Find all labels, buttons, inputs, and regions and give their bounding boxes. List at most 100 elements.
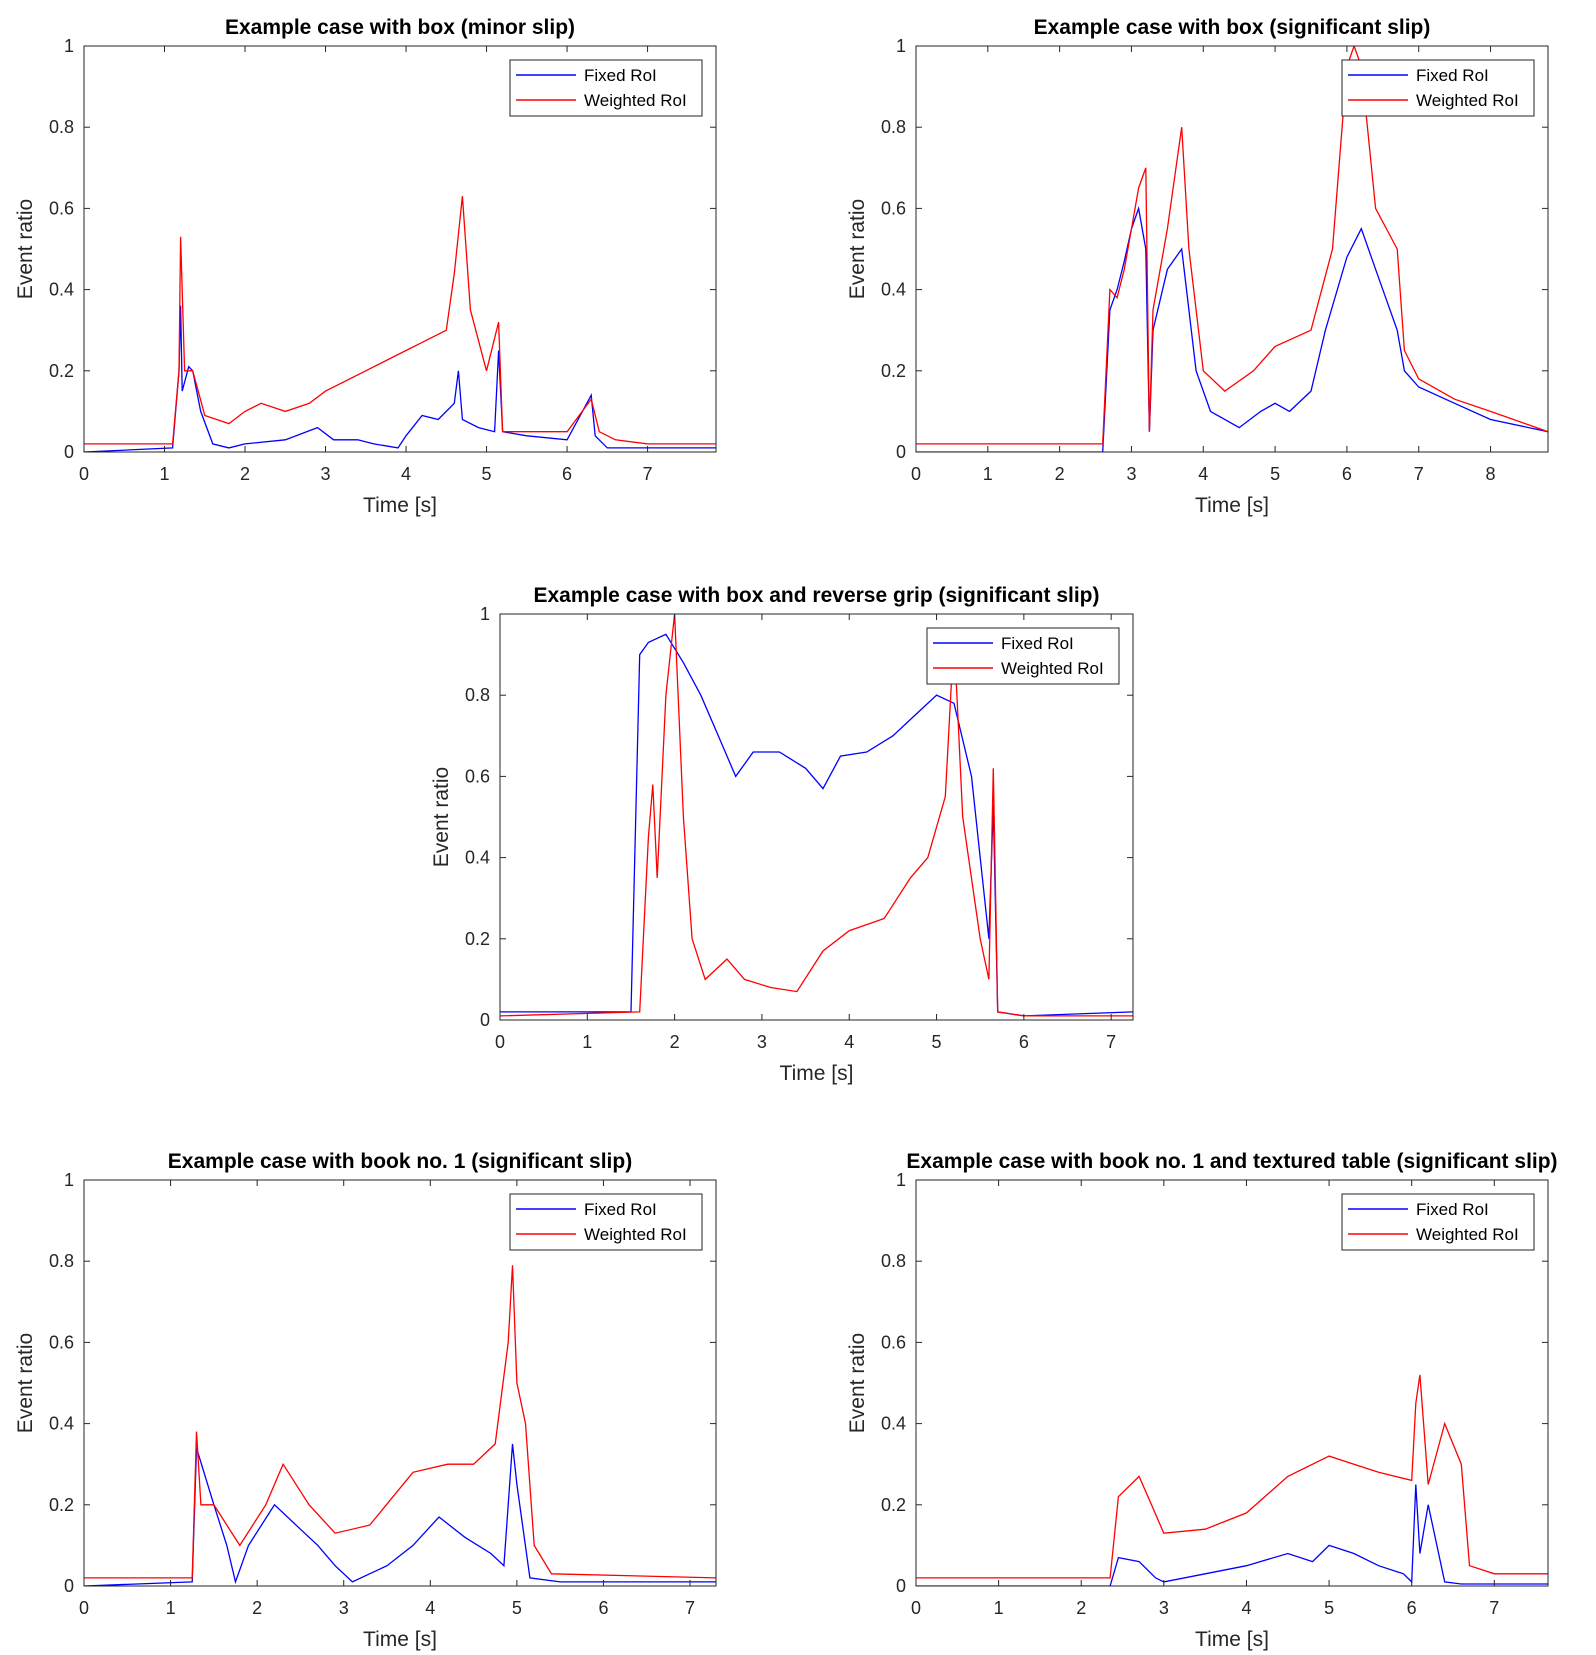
x-tick-label: 0 (911, 464, 921, 484)
x-axis-label: Time [s] (363, 494, 437, 517)
axes-box (915, 1179, 1549, 1587)
y-tick-label: 0.4 (49, 280, 74, 300)
legend: Fixed RoI Weighted RoI (509, 59, 703, 117)
x-tick-label: 5 (932, 1032, 942, 1052)
y-tick-label: 1 (896, 1170, 906, 1190)
y-tick-label: 0.4 (465, 848, 490, 868)
chart-panel-4: 0 1 2 3 4 5 6 7 0 0.2 0.4 0.6 0.8 1 Example case with … (14, 1150, 717, 1651)
x-tick-label: 1 (160, 464, 170, 484)
y-tick-label: 0.8 (49, 1251, 74, 1271)
y-tick-label: 0.6 (49, 1332, 74, 1352)
legend-box (926, 627, 1120, 685)
x-tick-label: 3 (757, 1032, 767, 1052)
y-axis-label: Event ratio (14, 1333, 37, 1433)
legend: Fixed RoI Weighted RoI (926, 627, 1120, 685)
x-tick-label: 0 (495, 1032, 505, 1052)
legend: Fixed RoI Weighted RoI (1341, 1193, 1535, 1251)
x-tick-label: 3 (1126, 464, 1136, 484)
x-tick-label: 7 (685, 1598, 695, 1618)
y-tick-label: 0 (64, 442, 74, 462)
chart-panel-1: 0 1 2 3 4 5 6 7 0 0.2 0.4 0.6 0.8 1 Example case with … (14, 16, 717, 517)
x-tick-label: 1 (166, 1598, 176, 1618)
y-tick-label: 0 (896, 1576, 906, 1596)
x-tick-label: 6 (1019, 1032, 1029, 1052)
chart-title: Example case with box and reverse grip (… (533, 584, 1099, 607)
y-tick-label: 0.2 (881, 1495, 906, 1515)
x-tick-label: 7 (643, 464, 653, 484)
legend-label: Fixed RoI (1416, 66, 1489, 85)
y-tick-label: 0.6 (49, 198, 74, 218)
x-tick-label: 5 (1270, 464, 1280, 484)
x-tick-label: 5 (1324, 1598, 1334, 1618)
x-tick-label: 2 (252, 1598, 262, 1618)
y-tick-label: 1 (64, 36, 74, 56)
y-tick-label: 0.2 (49, 1495, 74, 1515)
x-tick-label: 0 (79, 1598, 89, 1618)
axes-box (83, 45, 717, 453)
x-axis-label: Time [s] (363, 1628, 437, 1651)
y-tick-label: 0.2 (49, 361, 74, 381)
x-tick-label: 0 (911, 1598, 921, 1618)
legend: Fixed RoI Weighted RoI (509, 1193, 703, 1251)
x-axis-label: Time [s] (1195, 494, 1269, 517)
y-axis-label: Event ratio (14, 199, 37, 299)
series-line-fixed-roi (916, 1484, 1548, 1586)
legend-label: Weighted RoI (1001, 659, 1104, 678)
x-axis-label: Time [s] (1195, 1628, 1269, 1651)
x-tick-label: 6 (1407, 1598, 1417, 1618)
series-line-fixed-roi (500, 633, 1133, 1017)
y-tick-label: 0 (480, 1010, 490, 1030)
legend-box (1341, 1193, 1535, 1251)
x-tick-label: 3 (1159, 1598, 1169, 1618)
x-tick-label: 2 (1055, 464, 1065, 484)
x-tick-label: 3 (339, 1598, 349, 1618)
y-tick-label: 1 (64, 1170, 74, 1190)
legend-box (509, 1193, 703, 1251)
x-tick-label: 7 (1489, 1598, 1499, 1618)
y-tick-label: 0 (64, 1576, 74, 1596)
chart-panel-3: 0 1 2 3 4 5 6 7 0 0.2 0.4 0.6 0.8 1 Example case with … (430, 584, 1134, 1085)
y-tick-label: 0.4 (49, 1414, 74, 1434)
x-axis-label: Time [s] (780, 1062, 854, 1085)
x-tick-label: 8 (1486, 464, 1496, 484)
axes-box (915, 45, 1549, 453)
x-tick-label: 7 (1106, 1032, 1116, 1052)
legend-label: Fixed RoI (1001, 634, 1074, 653)
x-tick-label: 4 (401, 464, 411, 484)
x-tick-label: 6 (562, 464, 572, 484)
legend: Fixed RoI Weighted RoI (1341, 59, 1535, 117)
series-line-weighted-roi (916, 1374, 1548, 1579)
y-tick-label: 0 (896, 442, 906, 462)
series-line-weighted-roi (916, 46, 1548, 445)
legend-label: Weighted RoI (1416, 91, 1519, 110)
series-line-fixed-roi (84, 1443, 716, 1586)
y-tick-label: 1 (896, 36, 906, 56)
series-line-weighted-roi (84, 196, 716, 445)
y-tick-label: 0.4 (881, 280, 906, 300)
legend-label: Fixed RoI (1416, 1200, 1489, 1219)
legend-label: Fixed RoI (584, 1200, 657, 1219)
y-tick-label: 0.6 (465, 766, 490, 786)
x-tick-label: 4 (1198, 464, 1208, 484)
legend-box (1341, 59, 1535, 117)
y-axis-label: Event ratio (846, 199, 869, 299)
x-tick-label: 6 (598, 1598, 608, 1618)
chart-panel-2: 0 1 2 3 4 5 6 7 8 0 0.2 0.4 0.6 0.8 1 Example case with… (846, 16, 1549, 517)
axes-box (83, 1179, 717, 1587)
chart-title: Example case with box (significant slip) (1034, 16, 1431, 39)
y-tick-label: 0.4 (881, 1414, 906, 1434)
y-axis-label: Event ratio (846, 1333, 869, 1433)
x-tick-label: 2 (670, 1032, 680, 1052)
y-tick-label: 0.8 (881, 1251, 906, 1271)
y-tick-label: 0.6 (881, 1332, 906, 1352)
x-tick-label: 4 (1241, 1598, 1251, 1618)
series-line-fixed-roi (84, 305, 716, 452)
x-tick-label: 3 (321, 464, 331, 484)
x-tick-label: 4 (425, 1598, 435, 1618)
y-tick-label: 0.8 (881, 117, 906, 137)
legend-label: Fixed RoI (584, 66, 657, 85)
chart-title: Example case with book no. 1 (significan… (168, 1150, 632, 1173)
legend-box (509, 59, 703, 117)
x-tick-label: 5 (482, 464, 492, 484)
